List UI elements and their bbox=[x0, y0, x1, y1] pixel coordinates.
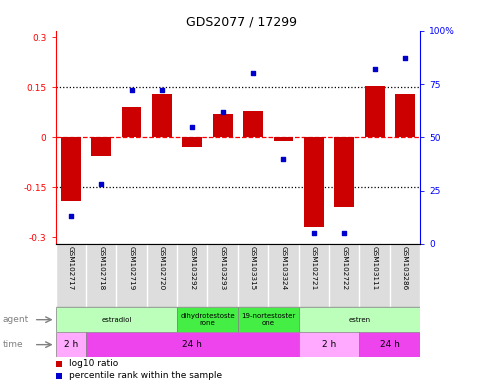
Text: GSM103315: GSM103315 bbox=[250, 246, 256, 290]
Point bbox=[158, 87, 166, 93]
Bar bbox=[273, 137, 293, 141]
Point bbox=[249, 70, 257, 76]
Text: GSM103292: GSM103292 bbox=[189, 246, 195, 290]
Point bbox=[67, 213, 74, 219]
Bar bbox=[243, 111, 263, 137]
Text: GSM103293: GSM103293 bbox=[220, 246, 226, 290]
Bar bbox=[56, 307, 177, 332]
Text: estren: estren bbox=[348, 317, 370, 323]
Bar bbox=[395, 94, 415, 137]
Bar bbox=[304, 137, 324, 227]
Bar bbox=[122, 107, 142, 137]
Point bbox=[280, 156, 287, 162]
Text: 24 h: 24 h bbox=[380, 340, 400, 349]
Bar bbox=[298, 332, 359, 357]
Point bbox=[219, 109, 227, 115]
Bar bbox=[56, 373, 62, 379]
Text: time: time bbox=[2, 340, 23, 349]
Text: GSM102718: GSM102718 bbox=[98, 246, 104, 290]
Text: GSM103111: GSM103111 bbox=[371, 246, 378, 290]
Bar bbox=[86, 332, 298, 357]
Text: GSM103324: GSM103324 bbox=[281, 246, 286, 290]
Text: 19-nortestoster
one: 19-nortestoster one bbox=[241, 313, 296, 326]
Text: GSM102722: GSM102722 bbox=[341, 246, 347, 290]
Text: agent: agent bbox=[2, 315, 28, 324]
Bar bbox=[177, 307, 238, 332]
Bar bbox=[365, 86, 384, 137]
Bar bbox=[238, 307, 298, 332]
Bar bbox=[213, 114, 232, 137]
Text: 24 h: 24 h bbox=[183, 340, 202, 349]
Bar bbox=[56, 361, 62, 367]
Text: GSM103286: GSM103286 bbox=[402, 246, 408, 290]
Bar bbox=[61, 137, 81, 200]
Bar bbox=[298, 307, 420, 332]
Text: 2 h: 2 h bbox=[322, 340, 336, 349]
Text: GSM102717: GSM102717 bbox=[68, 246, 74, 290]
Point bbox=[401, 55, 409, 61]
Point bbox=[341, 230, 348, 236]
Text: GSM102721: GSM102721 bbox=[311, 246, 317, 290]
Bar bbox=[334, 137, 354, 207]
Bar bbox=[152, 94, 172, 137]
Bar bbox=[359, 332, 420, 357]
Text: log10 ratio: log10 ratio bbox=[70, 359, 119, 368]
Text: GDS2077 / 17299: GDS2077 / 17299 bbox=[186, 15, 297, 28]
Bar bbox=[91, 137, 111, 156]
Text: GSM102719: GSM102719 bbox=[128, 246, 135, 290]
Text: 2 h: 2 h bbox=[64, 340, 78, 349]
Point bbox=[371, 66, 379, 72]
Point bbox=[188, 124, 196, 130]
Point bbox=[310, 230, 318, 236]
Point bbox=[128, 87, 135, 93]
Text: dihydrotestoste
rone: dihydrotestoste rone bbox=[180, 313, 235, 326]
Text: percentile rank within the sample: percentile rank within the sample bbox=[70, 371, 223, 380]
Point bbox=[97, 181, 105, 187]
Bar bbox=[183, 137, 202, 147]
Text: GSM102720: GSM102720 bbox=[159, 246, 165, 290]
Bar bbox=[56, 332, 86, 357]
Text: estradiol: estradiol bbox=[101, 317, 131, 323]
